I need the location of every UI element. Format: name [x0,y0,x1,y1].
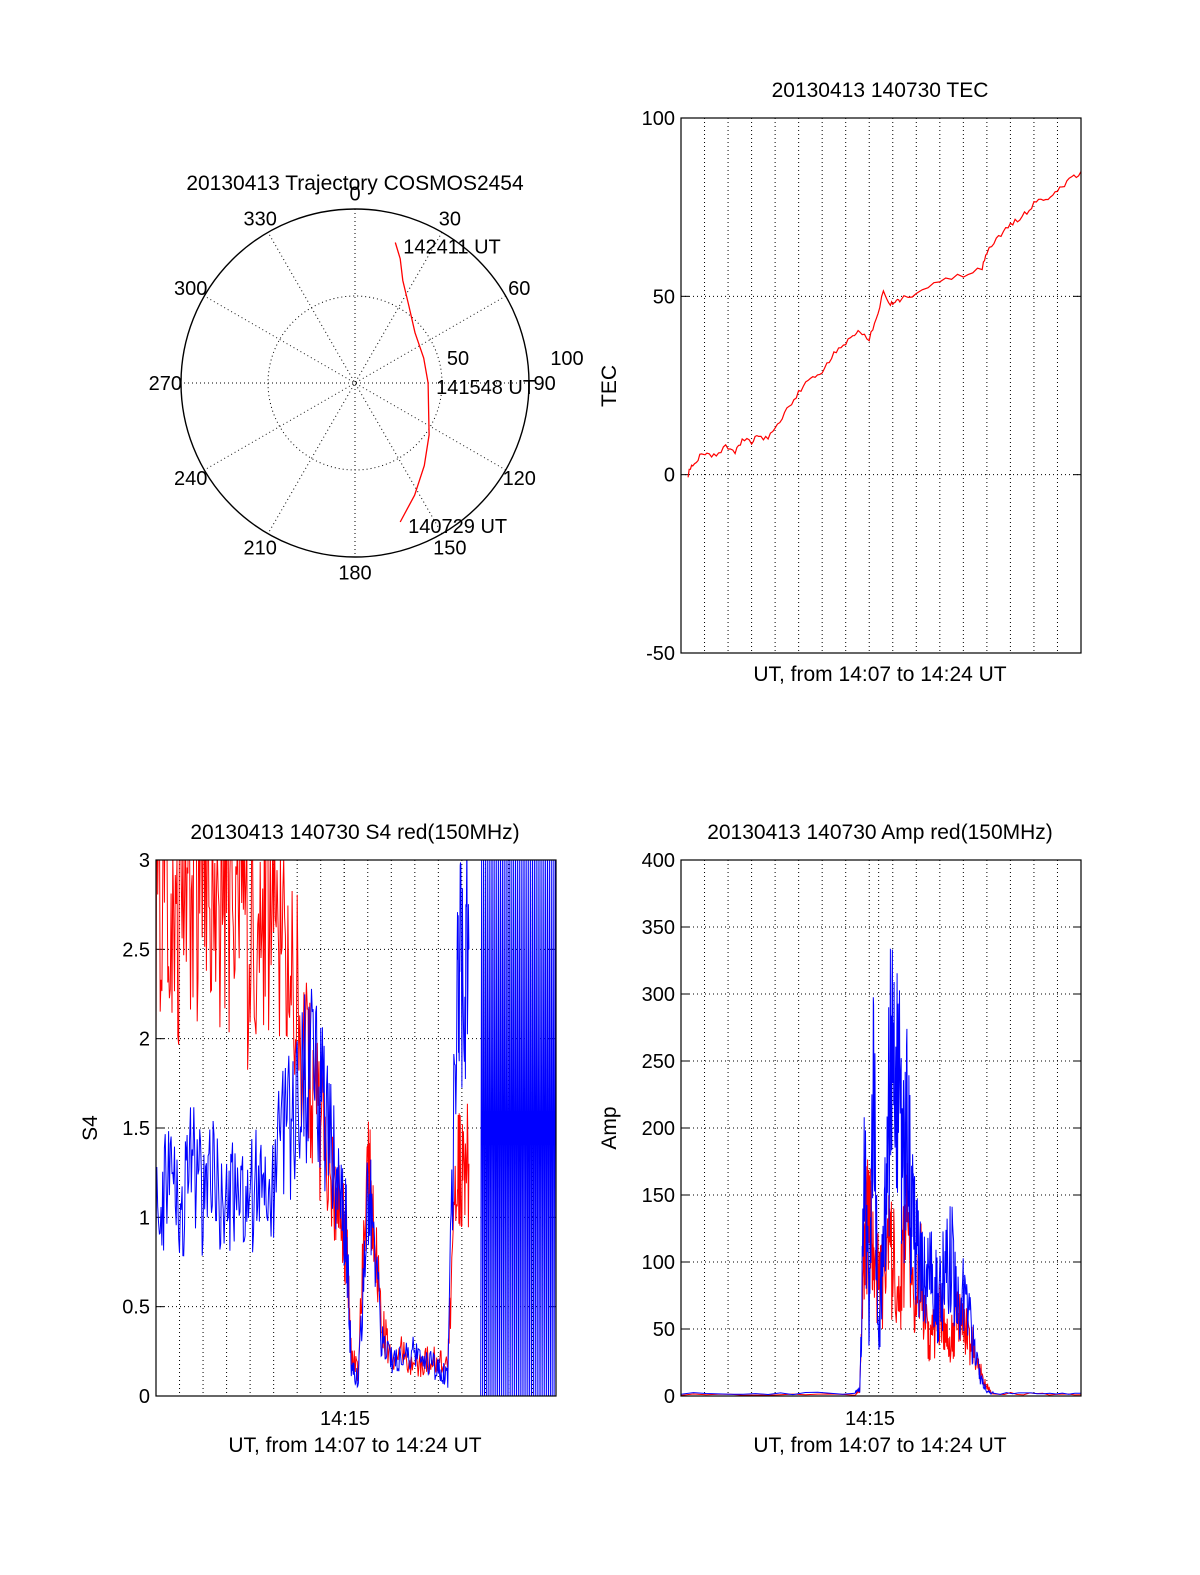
polar-grid-circle-50 [267,295,443,471]
y-tick-label: 50 [653,286,675,308]
y-tick-label: 3 [139,850,150,872]
y-tick-label: 0 [664,465,675,487]
blue-spike-region [480,860,556,1396]
y-tick-label: -50 [646,643,675,665]
angle-label: 30 [439,209,461,231]
y-tick-label: 50 [653,1319,675,1341]
s4-series [156,860,556,1396]
amp-plot-frame [680,859,1082,1397]
polar-grid [180,208,530,558]
y-tick-label: 300 [642,984,675,1006]
amp-y-ticks: 0 50 100 150 200 250 300 350 400 [642,850,1081,1408]
angle-label: 270 [149,373,182,395]
tec-series [687,171,1081,478]
amp-xtick-1415: 14:15 [845,1408,895,1430]
tec-xlabel: UT, from 14:07 to 14:24 UT [753,663,1006,686]
tec-y-ticks: -50 0 50 100 [642,108,1081,665]
y-tick-label: 0.5 [122,1297,150,1319]
y-tick-label: 400 [642,850,675,872]
tec-plot-frame [680,117,1082,654]
trajectory-annotations: 142411 UT 141548 UT 140729 UT [403,237,535,539]
trajectory-series [394,242,430,523]
amp-grid [681,860,1081,1396]
angle-label: 300 [174,278,207,300]
trajectory-time-label: 142411 UT [403,237,500,259]
trajectory-line [394,242,430,523]
tec-grid [681,118,1081,653]
angle-label: 90 [534,373,556,395]
angle-label: 330 [243,209,276,231]
polar-radial-labels: 50 100 [447,348,584,370]
y-tick-label: 1 [139,1207,150,1229]
y-tick-label: 2 [139,1029,150,1051]
s4-xlabel: UT, from 14:07 to 14:24 UT [228,1434,481,1457]
angle-label: 150 [433,537,466,559]
radial-label: 100 [550,348,583,370]
s4-ylabel: S4 [79,1115,102,1141]
s4-chart: 20130413 140730 S4 red(150MHz) 0 0.5 1 1.5 2… [79,821,557,1457]
blue-series-line [156,860,470,1389]
s4-title: 20130413 140730 S4 red(150MHz) [190,821,519,844]
y-tick-label: 100 [642,1252,675,1274]
y-tick-label: 0 [139,1386,150,1408]
angle-label: 120 [503,468,536,490]
y-tick-label: 0 [664,1386,675,1408]
s4-xtick-1415: 14:15 [320,1408,370,1430]
s4-plot-frame [155,859,557,1397]
s4-y-ticks: 0 0.5 1 1.5 2 2.5 3 [122,850,556,1408]
amp-ylabel: Amp [598,1106,621,1149]
tec-chart: 20130413 140730 TEC -50 0 50 100 TEC UT, fr… [598,79,1082,686]
angle-label: 60 [508,278,530,300]
angle-label: 0 [349,183,360,205]
radial-label: 50 [447,348,469,370]
angle-label: 240 [174,468,207,490]
tec-title: 20130413 140730 TEC [772,79,989,102]
y-tick-label: 150 [642,1185,675,1207]
trajectory-title: 20130413 Trajectory COSMOS2454 [186,172,524,195]
amp-xlabel: UT, from 14:07 to 14:24 UT [753,1434,1006,1457]
y-tick-label: 350 [642,917,675,939]
tec-ylabel: TEC [598,365,621,407]
tec-series-line [687,171,1081,478]
blue-series-line [681,948,1081,1396]
amp-title: 20130413 140730 Amp red(150MHz) [707,821,1053,844]
y-tick-label: 250 [642,1051,675,1073]
y-tick-label: 100 [642,108,675,130]
angle-label: 180 [338,563,371,585]
amp-chart: 20130413 140730 Amp red(150MHz) 0 50 100 15… [598,821,1082,1457]
amp-series [681,948,1081,1396]
y-tick-label: 200 [642,1118,675,1140]
polar-angle-labels: 0 30 60 90 120 150 180 210 240 270 300 330 [149,183,556,584]
y-tick-label: 2.5 [122,939,150,961]
y-tick-label: 1.5 [122,1118,150,1140]
trajectory-time-label: 140729 UT [408,516,507,538]
angle-label: 210 [243,537,276,559]
trajectory-time-label: 141548 UT [436,377,535,399]
trajectory-chart: 20130413 Trajectory COSMOS2454 0 30 60 90 12… [149,172,584,585]
